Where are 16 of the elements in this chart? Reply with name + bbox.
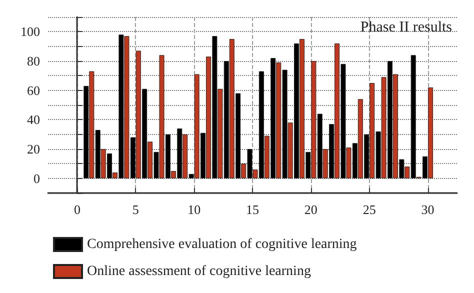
x-tick-label: 10 <box>188 202 201 217</box>
x-tick-label: 20 <box>304 202 318 217</box>
y-tick-label: 20 <box>27 142 40 156</box>
y-tick-label: 40 <box>27 112 40 128</box>
x-tick-label: 15 <box>246 202 259 217</box>
x-tick-label: 25 <box>362 202 376 217</box>
y-tick-label: 60 <box>27 82 40 98</box>
legend-label: Comprehensive evaluation of cognitive learning <box>87 237 357 252</box>
x-tick-label: 5 <box>132 202 139 217</box>
y-tick-label: 100 <box>20 24 40 40</box>
annotation: Phase II results <box>360 20 452 36</box>
x-tick-label: 30 <box>421 202 434 217</box>
legend-label: Online assessment of cognitive learning <box>87 264 311 279</box>
x-tick-label: 0 <box>74 202 80 217</box>
y-tick-label: 80 <box>27 54 40 68</box>
y-tick-label: 0 <box>34 170 40 186</box>
